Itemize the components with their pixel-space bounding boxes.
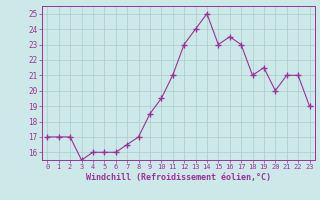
X-axis label: Windchill (Refroidissement éolien,°C): Windchill (Refroidissement éolien,°C) bbox=[86, 173, 271, 182]
